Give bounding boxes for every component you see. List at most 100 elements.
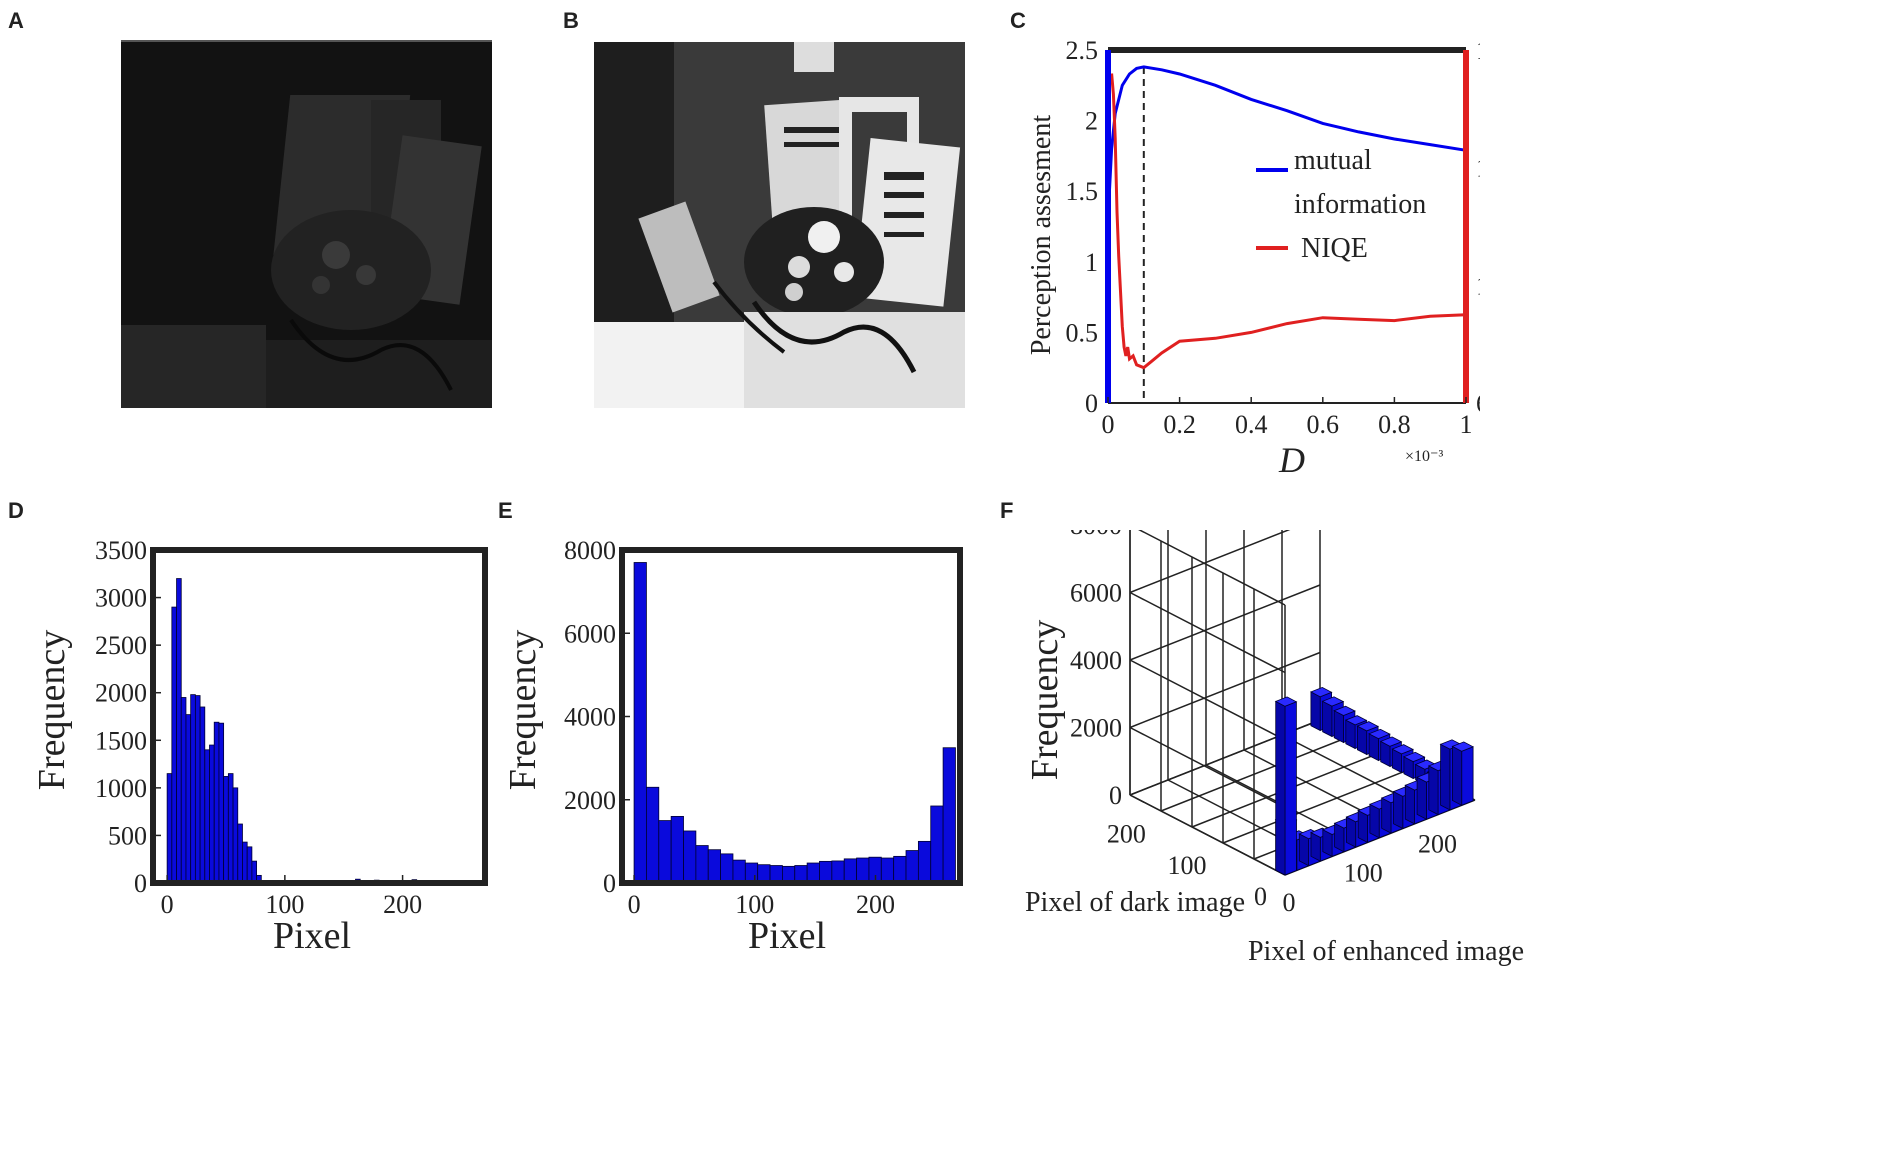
d-y-tick-label: 3000 bbox=[95, 584, 147, 613]
c-y2-tick-label: 6 bbox=[1476, 389, 1480, 418]
f-front-bar-side bbox=[1404, 784, 1416, 825]
panel-label-a: A bbox=[8, 8, 24, 33]
e-bar bbox=[942, 747, 956, 884]
f-right-bar-side bbox=[1333, 710, 1344, 744]
f-z-axis-label: Pixel of dark image bbox=[1025, 887, 1245, 918]
f-front-bar-side bbox=[1357, 809, 1368, 844]
e-bar bbox=[843, 858, 857, 884]
c-legend-information: information bbox=[1294, 189, 1426, 220]
f-right-bar-top bbox=[1333, 705, 1356, 716]
d-y-axis-label: Frequency bbox=[31, 630, 73, 790]
f-right-bar-side bbox=[1310, 691, 1321, 732]
panel-label-b: B bbox=[563, 8, 579, 33]
f-front-bar-top bbox=[1451, 741, 1475, 752]
c-y-tick-label: 0.5 bbox=[1066, 318, 1099, 347]
f-y-tick-label: 0 bbox=[1254, 882, 1267, 911]
f-back-gridline bbox=[1129, 584, 1321, 661]
e-bar bbox=[658, 820, 672, 884]
e-bar bbox=[819, 860, 833, 884]
c-x-tick-label: 0.6 bbox=[1307, 410, 1340, 439]
f-front-bar-side bbox=[1428, 765, 1439, 816]
e-x-tick-label: 100 bbox=[735, 890, 774, 919]
c-y-tick-label: 2.5 bbox=[1066, 36, 1099, 65]
f-side-gridline bbox=[1138, 530, 1286, 606]
d-bar bbox=[176, 578, 182, 884]
e-bar bbox=[930, 805, 944, 884]
e-bar bbox=[670, 815, 684, 884]
d-bar bbox=[199, 706, 206, 884]
c-x-tick-label: 0 bbox=[1102, 410, 1115, 439]
c-series-line-0 bbox=[1106, 65, 1467, 220]
f-floor-line-x bbox=[1129, 794, 1286, 876]
c-x-tick-label: 0.8 bbox=[1378, 410, 1411, 439]
f-right-bar-top bbox=[1321, 696, 1345, 707]
e-x-axis-label: Pixel bbox=[748, 915, 826, 957]
f-corner-bar-front bbox=[1284, 701, 1297, 876]
panel-label-e: E bbox=[498, 498, 513, 523]
e-bar bbox=[720, 853, 734, 884]
e-x-tick-label: 0 bbox=[628, 890, 641, 919]
f-front-bar-front bbox=[1461, 746, 1474, 806]
d-x-tick-label: 100 bbox=[265, 890, 304, 919]
d-y-tick-label: 0 bbox=[134, 869, 147, 898]
f-front-bar-side bbox=[1393, 790, 1404, 830]
d-bar bbox=[251, 860, 258, 884]
d-bar bbox=[209, 744, 215, 884]
e-bar bbox=[707, 849, 721, 884]
enhanced-image-photo bbox=[594, 42, 965, 408]
f-front-bar-side bbox=[1381, 797, 1392, 834]
f-front-bar-side bbox=[1416, 776, 1427, 820]
d-bar bbox=[204, 749, 210, 884]
d-bar bbox=[242, 841, 248, 884]
f-side-gridline bbox=[1129, 659, 1286, 741]
e-bar bbox=[880, 857, 895, 884]
d-bar bbox=[171, 606, 177, 884]
c-x-tick-label: 0.4 bbox=[1235, 410, 1268, 439]
f-y-axis-label: Frequency bbox=[1024, 620, 1066, 780]
e-y-tick-label: 0 bbox=[603, 869, 616, 898]
f-y-tick-label: 100 bbox=[1167, 851, 1206, 880]
e-bar bbox=[646, 786, 660, 884]
e-y-axis-label: Frequency bbox=[502, 630, 544, 790]
f-front-bar-side bbox=[1369, 803, 1380, 839]
d-y-tick-label: 500 bbox=[108, 821, 147, 850]
d-axes-box bbox=[150, 547, 488, 886]
c-x-axis-label: D bbox=[1278, 440, 1305, 480]
f-corner-bar-top bbox=[1274, 696, 1298, 707]
c-series-line-1 bbox=[1110, 73, 1467, 370]
d-bar bbox=[237, 823, 243, 884]
d-y-tick-label: 1500 bbox=[95, 726, 147, 755]
f-floor-line-z bbox=[1160, 735, 1352, 812]
panel-label-d: D bbox=[8, 498, 24, 523]
f-floor-line-z bbox=[1222, 767, 1414, 844]
e-y-tick-label: 2000 bbox=[564, 786, 616, 815]
d-y-tick-label: 1000 bbox=[95, 774, 147, 803]
f-z-tick-label: 6000 bbox=[1070, 579, 1122, 608]
d-y-tick-label: 3500 bbox=[95, 536, 147, 565]
d-bar bbox=[223, 776, 229, 884]
c-legend: mutual information NIQE bbox=[1256, 145, 1426, 264]
d-bar bbox=[232, 787, 239, 884]
c-y-tick-label: 1.5 bbox=[1066, 177, 1099, 206]
f-x-tick-label: 0 bbox=[1283, 888, 1296, 917]
e-y-tick-label: 6000 bbox=[564, 619, 616, 648]
f-z-tick-label: 4000 bbox=[1070, 646, 1122, 675]
d-x-tick-label: 200 bbox=[383, 890, 422, 919]
f-right-bar-top bbox=[1402, 751, 1426, 763]
d-bar bbox=[194, 695, 201, 884]
c-y2-tick-label: 18 bbox=[1476, 36, 1480, 65]
f-x-tick-label: 100 bbox=[1344, 859, 1383, 888]
c-x-tick-label: 1 bbox=[1460, 410, 1473, 439]
f-side-gridline bbox=[1129, 726, 1286, 809]
f-x-tick-label: 200 bbox=[1418, 829, 1457, 858]
e-bar bbox=[683, 830, 697, 884]
f-right-bar-top bbox=[1356, 721, 1380, 732]
d-y-tick-label: 2500 bbox=[95, 631, 147, 660]
c-y-tick-label: 1 bbox=[1085, 248, 1098, 277]
f-right-bar-side bbox=[1322, 700, 1333, 738]
c-y-axis-label: Perception assesment bbox=[1026, 115, 1057, 355]
e-bar bbox=[856, 857, 870, 884]
f-x-axis-label: Pixel of enhanced image bbox=[1248, 936, 1524, 967]
d-y-tick-label: 2000 bbox=[95, 679, 147, 708]
